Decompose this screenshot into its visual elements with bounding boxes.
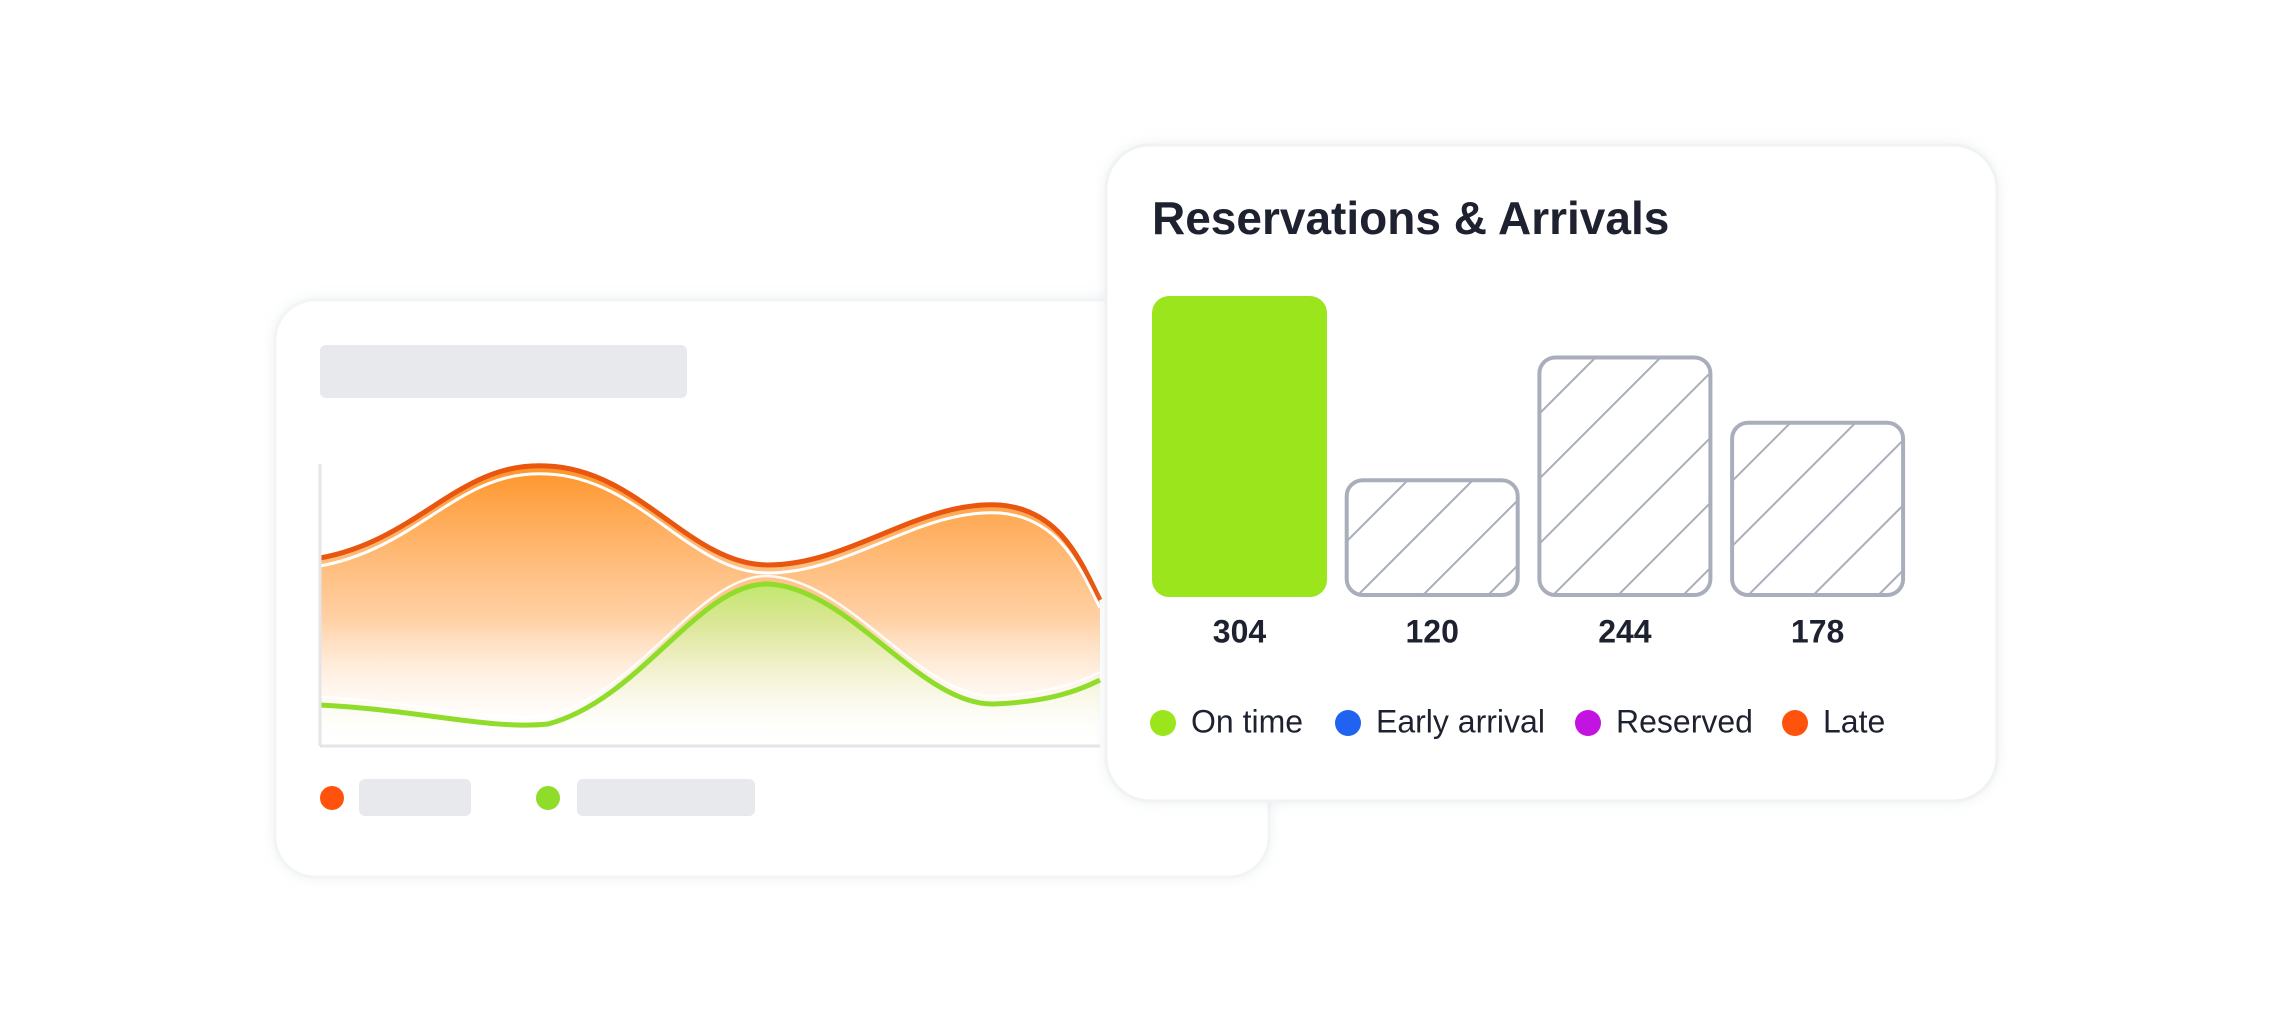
background-card [273,298,1271,879]
legend-dot [320,786,344,810]
legend-dot [1335,710,1361,736]
value-label: 304 [1213,613,1267,649]
bar [1730,420,1906,597]
line-highlight [319,574,1101,719]
legend-label: On time [1191,703,1303,739]
bar [1344,478,1520,598]
bar [1152,296,1327,597]
value-label: 244 [1598,613,1652,649]
legend-dot [1782,710,1808,736]
legend-label: Early arrival [1376,703,1545,739]
line [319,581,1102,728]
placeholder-label [359,779,471,816]
legend-dot [536,786,560,810]
placeholder-label [577,779,755,816]
line [319,463,1103,602]
line-highlight [319,472,1102,609]
value-label: 178 [1791,613,1844,649]
legend-label: Reserved [1616,703,1753,739]
plot: 304 120 244 178 On time Early arrival Reserved… [1150,296,1906,739]
legend-label: Late [1823,703,1885,739]
chart-title: Reservations & Arrivals [1152,192,1669,244]
value-label: 120 [1406,613,1459,649]
bar [1537,355,1713,597]
placeholder-title [320,345,687,398]
area-fill [320,583,1100,746]
legend-dot [1150,710,1176,736]
legend-dot [1575,710,1601,736]
